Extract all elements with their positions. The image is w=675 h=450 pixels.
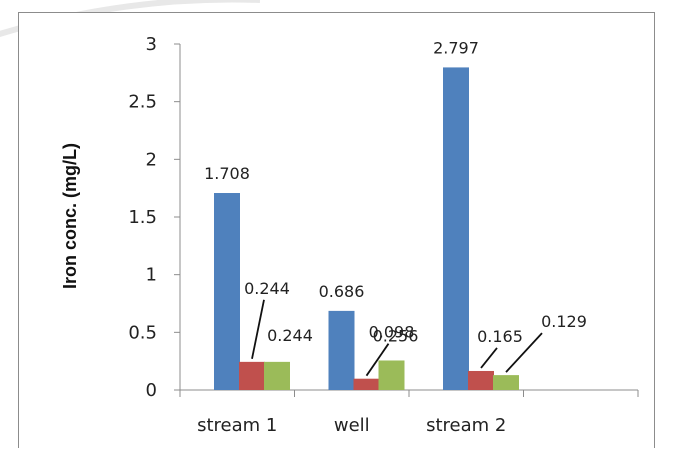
bar: [264, 361, 290, 390]
data-label: 2.797: [433, 38, 479, 57]
data-label: 1.708: [204, 164, 250, 183]
data-label: 0.129: [541, 312, 587, 331]
bar: [493, 375, 519, 390]
x-category-label: stream 2: [426, 415, 506, 436]
y-tick-label: 2: [146, 149, 157, 170]
bar: [239, 361, 265, 390]
y-tick-label: 0.5: [128, 322, 157, 343]
y-tick-label: 2.5: [128, 92, 157, 113]
leader-line: [251, 299, 265, 360]
data-label: 0.244: [267, 326, 313, 345]
bar: [468, 370, 494, 390]
bar: [443, 67, 469, 391]
leader-line: [505, 332, 543, 373]
leader-line: [480, 347, 498, 369]
bar: [378, 360, 405, 390]
data-label: 0.686: [319, 282, 365, 301]
data-label: 0.165: [477, 327, 523, 346]
bar: [353, 378, 380, 390]
bar: [214, 193, 240, 390]
data-label: 0.244: [244, 279, 290, 298]
x-category-label: well: [334, 415, 370, 436]
y-tick-label: 0: [146, 380, 157, 401]
leader-line: [365, 343, 390, 377]
y-axis: 0 0.5 1 1.5 2 2.5 3: [128, 34, 181, 401]
bars: [214, 67, 519, 391]
data-label: 0.256: [373, 326, 419, 345]
x-category-label: stream 1: [197, 415, 277, 436]
y-tick-label: 1.5: [128, 207, 157, 228]
bar: [328, 310, 355, 390]
leader-lines: [251, 299, 543, 377]
x-axis: stream 1 well stream 2: [179, 389, 639, 436]
y-tick-label: 1: [146, 265, 157, 286]
y-tick-label: 3: [146, 34, 157, 55]
data-label: 0.098: [369, 323, 415, 342]
data-labels: 1.708 0.686 2.797 0.244 0.098 0.165 0.244 0.256…: [204, 38, 587, 346]
y-axis-title: Iron conc. (mg/L): [60, 143, 80, 289]
